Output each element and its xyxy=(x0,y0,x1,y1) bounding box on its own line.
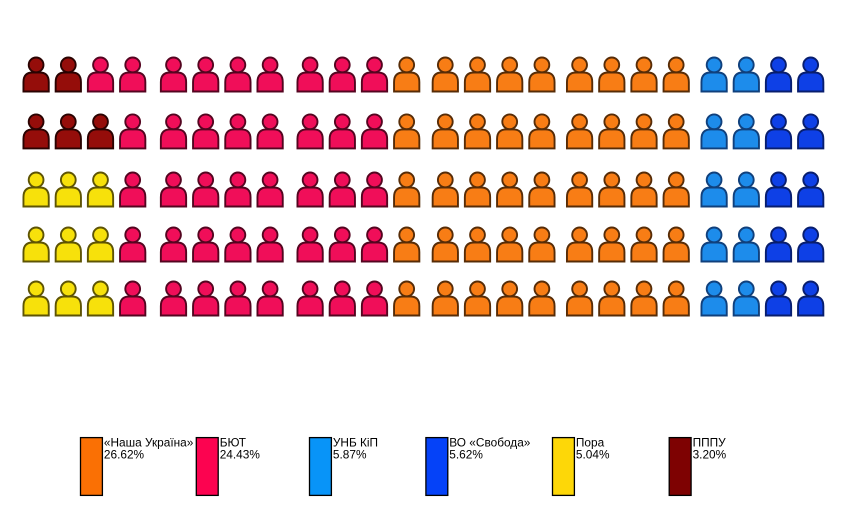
svg-text:БЮТ: БЮТ xyxy=(220,435,246,449)
svg-text:УНБ КіП: УНБ КіП xyxy=(333,435,378,449)
svg-text:ПППУ: ПППУ xyxy=(693,435,727,449)
svg-text:ВО «Свобода»: ВО «Свобода» xyxy=(449,435,531,449)
svg-text:26.62%: 26.62% xyxy=(104,448,145,462)
svg-text:5.04%: 5.04% xyxy=(576,448,610,462)
svg-text:5.87%: 5.87% xyxy=(333,448,367,462)
svg-text:24.43%: 24.43% xyxy=(220,448,261,462)
svg-text:Пора: Пора xyxy=(576,435,605,449)
svg-text:3.20%: 3.20% xyxy=(693,448,727,462)
svg-text:5.62%: 5.62% xyxy=(449,448,483,462)
svg-text:«Наша Україна»: «Наша Україна» xyxy=(104,435,194,449)
